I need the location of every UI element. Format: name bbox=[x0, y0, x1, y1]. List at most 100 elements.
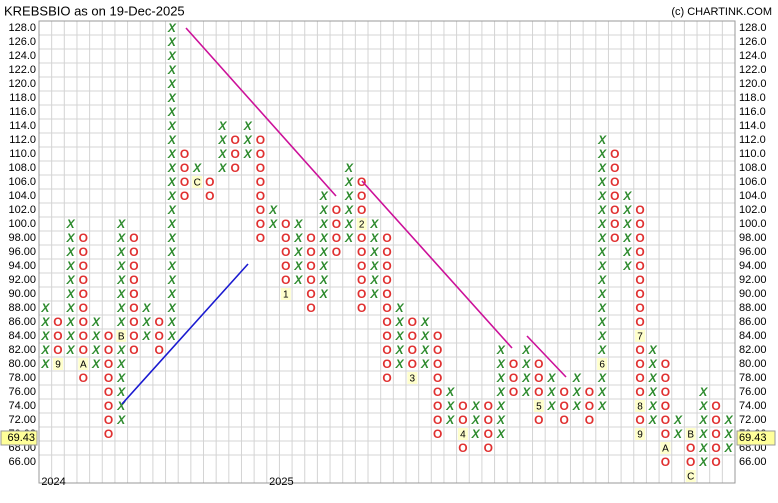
o-box: O bbox=[509, 371, 518, 385]
o-box: O bbox=[559, 385, 568, 399]
o-box: O bbox=[155, 343, 164, 357]
o-box: O bbox=[180, 161, 189, 175]
o-box: O bbox=[661, 371, 670, 385]
x-box: X bbox=[66, 315, 76, 329]
o-box: O bbox=[104, 371, 113, 385]
x-box: X bbox=[293, 231, 303, 245]
pnf-column: OOO bbox=[559, 385, 568, 427]
x-box: X bbox=[91, 329, 101, 343]
o-box: O bbox=[180, 147, 189, 161]
x-box: X bbox=[445, 413, 455, 427]
x-box: X bbox=[572, 399, 582, 413]
x-box: X bbox=[597, 175, 607, 189]
x-box: X bbox=[597, 147, 607, 161]
o-box: O bbox=[509, 385, 518, 399]
trend-lines bbox=[121, 27, 567, 405]
credit: (c) CHARTINK.COM bbox=[671, 6, 772, 18]
y-tick-label: 90.00 bbox=[8, 288, 36, 300]
x-box: X bbox=[395, 357, 405, 371]
x-box: X bbox=[243, 133, 253, 147]
o-box: O bbox=[382, 245, 391, 259]
x-box: X bbox=[471, 427, 481, 441]
chart-title: KREBSBIO as on 19-Dec-2025 bbox=[4, 3, 185, 18]
x-box: X bbox=[268, 217, 278, 231]
x-box: X bbox=[648, 343, 658, 357]
x-box: X bbox=[66, 231, 76, 245]
o-box: O bbox=[635, 413, 644, 427]
o-box: O bbox=[382, 315, 391, 329]
x-box: X bbox=[167, 175, 177, 189]
month-marker-box bbox=[635, 428, 646, 440]
x-box: X bbox=[496, 357, 506, 371]
x-box: X bbox=[319, 203, 329, 217]
month-marker: C bbox=[194, 178, 201, 189]
x-box: X bbox=[40, 343, 50, 357]
o-box: O bbox=[408, 315, 417, 329]
o-box: O bbox=[635, 343, 644, 357]
o-box: O bbox=[610, 203, 619, 217]
o-box: O bbox=[661, 357, 670, 371]
y-tick-label: 114.0 bbox=[9, 120, 36, 132]
x-box: X bbox=[293, 217, 303, 231]
month-marker-box bbox=[660, 442, 671, 454]
y-tick-label-right: 100.0 bbox=[739, 218, 767, 230]
o-box: O bbox=[635, 245, 644, 259]
x-box: X bbox=[319, 231, 329, 245]
x-box: X bbox=[622, 189, 632, 203]
x-box: X bbox=[496, 427, 506, 441]
o-box: O bbox=[711, 413, 720, 427]
y-tick-label: 74.00 bbox=[8, 400, 36, 412]
o-box: O bbox=[104, 343, 113, 357]
x-box: X bbox=[217, 133, 227, 147]
o-box: O bbox=[635, 273, 644, 287]
o-box: O bbox=[332, 217, 341, 231]
month-marker: A bbox=[80, 360, 87, 371]
o-box: O bbox=[104, 329, 113, 343]
y-tick-label: 112.0 bbox=[9, 134, 36, 146]
axes: 66.0066.0068.0068.0070.0070.0072.0072.00… bbox=[0, 22, 776, 488]
x-box: X bbox=[243, 147, 253, 161]
o-box: O bbox=[408, 357, 417, 371]
y-tick-label-right: 92.00 bbox=[739, 274, 767, 286]
x-box: X bbox=[597, 399, 607, 413]
x-box: X bbox=[471, 413, 481, 427]
x-box: X bbox=[521, 357, 531, 371]
x-box: X bbox=[40, 301, 50, 315]
x-box: X bbox=[395, 315, 405, 329]
month-marker-box bbox=[280, 288, 291, 300]
month-marker: 3 bbox=[410, 374, 416, 385]
x-box: X bbox=[167, 301, 177, 315]
o-box: O bbox=[79, 371, 88, 385]
y-tick-label: 128.0 bbox=[8, 22, 36, 34]
o-box: O bbox=[129, 315, 138, 329]
pnf-column: 9 OOO bbox=[52, 315, 63, 371]
x-box: X bbox=[597, 217, 607, 231]
x-box: X bbox=[66, 287, 76, 301]
o-box: O bbox=[256, 189, 265, 203]
x-box: X bbox=[319, 273, 329, 287]
last-price-label-right: 69.43 bbox=[739, 432, 767, 444]
o-box: O bbox=[610, 147, 619, 161]
pnf-column: XXX bbox=[243, 119, 253, 161]
pnf-column: OOO bbox=[155, 315, 164, 357]
y-tick-label: 80.00 bbox=[8, 358, 36, 370]
x-box: X bbox=[116, 287, 126, 301]
x-box: X bbox=[66, 259, 76, 273]
y-tick-label: 88.00 bbox=[8, 302, 36, 314]
o-box: O bbox=[610, 189, 619, 203]
o-box: O bbox=[357, 189, 366, 203]
y-tick-label: 110.0 bbox=[9, 148, 36, 160]
o-box: O bbox=[534, 413, 543, 427]
o-box: O bbox=[635, 301, 644, 315]
x-box: X bbox=[66, 245, 76, 259]
o-box: O bbox=[635, 259, 644, 273]
o-box: O bbox=[635, 217, 644, 231]
